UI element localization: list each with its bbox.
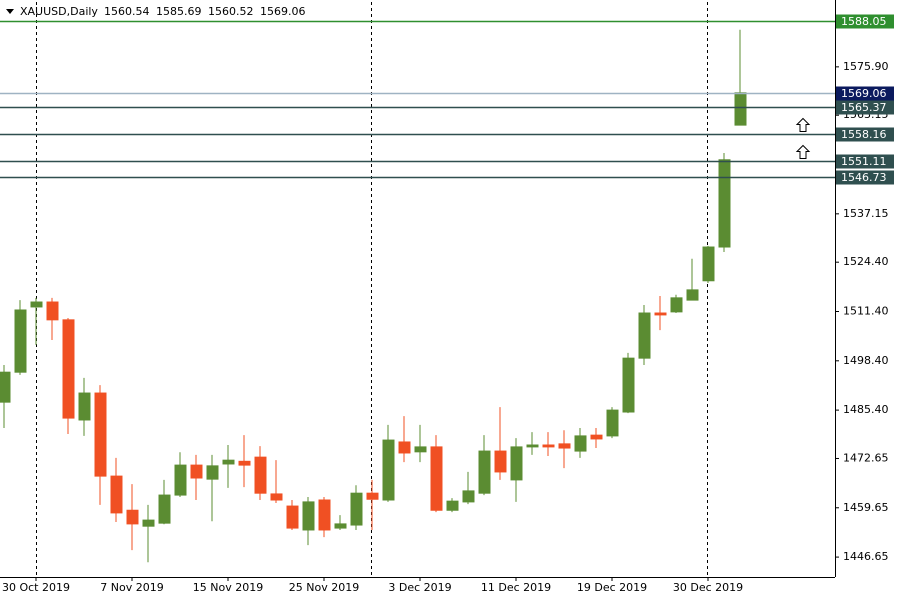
candle-body <box>510 446 523 481</box>
candle-body <box>0 371 11 403</box>
candle-body <box>686 289 699 301</box>
candle-body <box>126 509 139 525</box>
level-label-box <box>836 100 894 115</box>
level-label-box <box>836 127 894 142</box>
candle-body <box>654 312 667 316</box>
candle-body <box>430 446 443 511</box>
x-tick-label: 11 Dec 2019 <box>481 581 551 594</box>
y-tick-label: 1537.15 <box>843 207 889 220</box>
x-tick-label: 19 Dec 2019 <box>577 581 647 594</box>
header-low: 1560.52 <box>208 5 254 18</box>
candle-body <box>110 475 123 514</box>
candle-body <box>30 301 43 308</box>
level-label-box <box>836 14 894 29</box>
candle-body <box>446 500 459 511</box>
candle-body <box>398 441 411 454</box>
dropdown-icon[interactable] <box>6 9 14 14</box>
candle-body <box>46 301 59 321</box>
x-tick-label: 3 Dec 2019 <box>388 581 451 594</box>
header-close: 1569.06 <box>260 5 306 18</box>
candle-body <box>206 465 219 480</box>
candle-body <box>414 446 427 453</box>
candle-body <box>334 523 347 529</box>
up-arrow-icon <box>795 144 811 159</box>
candle-body <box>174 464 187 496</box>
up-arrow-icon <box>795 117 811 132</box>
candle-body <box>238 460 251 466</box>
candle-body <box>622 357 635 413</box>
candle-body <box>718 159 731 248</box>
candle-body <box>558 443 571 449</box>
candle-body <box>382 439 395 501</box>
candle-body <box>590 434 603 440</box>
y-tick-label: 1511.40 <box>843 304 889 317</box>
level-label: 1551.11 <box>841 155 887 168</box>
level-label-box <box>836 86 894 101</box>
x-tick-label: 30 Oct 2019 <box>2 581 70 594</box>
level-label: 1546.73 <box>841 171 887 184</box>
candle-body <box>542 444 555 448</box>
candle-body <box>350 492 363 526</box>
level-label: 1569.06 <box>841 87 887 100</box>
candle-body <box>702 246 715 282</box>
candle-body <box>286 505 299 529</box>
candle-body <box>574 435 587 452</box>
candle-body <box>462 490 475 503</box>
candle-body <box>734 92 747 126</box>
candle-body <box>494 450 507 473</box>
chart-title: XAUUSD,Daily <box>20 5 98 18</box>
candle-body <box>302 501 315 531</box>
y-tick-label: 1498.40 <box>843 354 889 367</box>
x-tick-label: 7 Nov 2019 <box>100 581 163 594</box>
candle-body <box>478 450 491 494</box>
x-tick-label: 25 Nov 2019 <box>289 581 359 594</box>
level-label-box <box>836 154 894 169</box>
header-high: 1585.69 <box>156 5 202 18</box>
candle-body <box>366 492 379 500</box>
y-tick-label: 1446.65 <box>843 550 889 563</box>
candle-body <box>254 456 267 494</box>
candle-body <box>78 392 91 421</box>
y-tick-label: 1485.40 <box>843 403 889 416</box>
candle-body <box>94 392 107 477</box>
level-label: 1558.16 <box>841 128 887 141</box>
x-tick-label: 30 Dec 2019 <box>673 581 743 594</box>
level-label: 1588.05 <box>841 15 887 28</box>
level-label: 1565.37 <box>841 101 887 114</box>
y-tick-label: 1459.65 <box>843 501 889 514</box>
candle-body <box>14 309 27 373</box>
candle-body <box>158 494 171 524</box>
candle-body <box>318 499 331 531</box>
candle-body <box>270 493 283 501</box>
candle-body <box>638 312 651 359</box>
candle-body <box>142 519 155 527</box>
candle-body <box>670 297 683 313</box>
y-tick-label: 1472.65 <box>843 451 889 464</box>
y-tick-label: 1524.40 <box>843 255 889 268</box>
candle-body <box>526 444 539 448</box>
level-label-box <box>836 170 894 185</box>
x-tick-label: 15 Nov 2019 <box>193 581 263 594</box>
candle-body <box>606 409 619 437</box>
y-tick-label: 1575.90 <box>843 60 889 73</box>
candle-body <box>222 459 235 465</box>
candle-body <box>190 464 203 479</box>
header-open: 1560.54 <box>104 5 150 18</box>
candle-body <box>62 319 75 419</box>
